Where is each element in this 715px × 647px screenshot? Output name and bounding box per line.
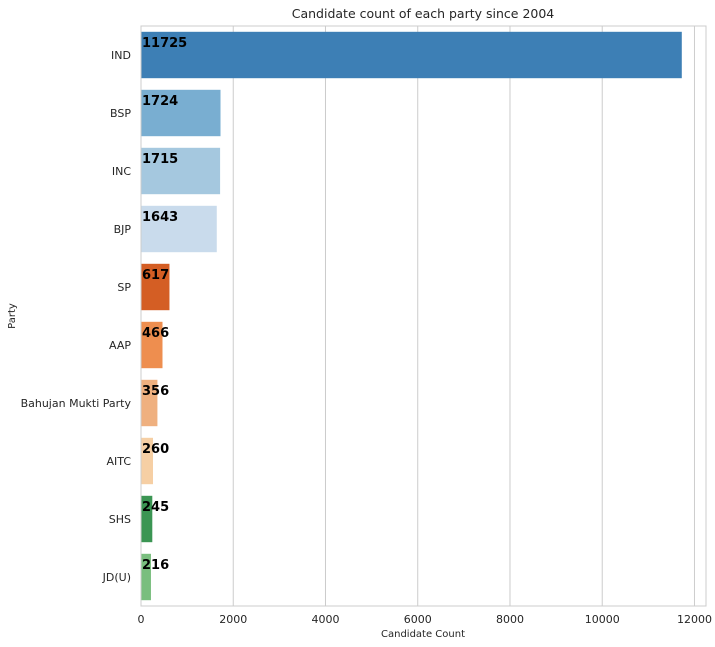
y-tick-label: Bahujan Mukti Party (21, 397, 132, 410)
bar (141, 263, 170, 311)
bar (141, 205, 217, 253)
data-label: 260 (142, 442, 169, 457)
y-tick-label: BJP (114, 223, 132, 236)
bar (141, 321, 163, 369)
chart-title: Candidate count of each party since 2004 (292, 6, 555, 21)
y-tick-label: JD(U) (102, 571, 131, 584)
x-axis-label: Candidate Count (381, 629, 465, 640)
x-tick-label: 4000 (311, 613, 339, 626)
bar (141, 147, 221, 195)
x-tick-label: 0 (138, 613, 145, 626)
bar (141, 437, 153, 485)
bar (141, 89, 221, 137)
x-tick-label: 10000 (585, 613, 620, 626)
data-label: 1715 (142, 152, 178, 167)
y-tick-label: BSP (110, 107, 131, 120)
y-axis-label: Party (7, 303, 18, 329)
y-tick-label: AAP (109, 339, 131, 352)
plot-frame (140, 25, 707, 607)
x-tick-label: 6000 (404, 613, 432, 626)
bar (141, 553, 151, 601)
data-label: 216 (142, 558, 169, 573)
bar (141, 379, 158, 427)
x-tick-labels: 0 2000 4000 6000 8000 10000 12000 (138, 613, 712, 626)
bars (141, 31, 682, 601)
data-label: 617 (142, 268, 169, 283)
x-tick-label: 8000 (496, 613, 524, 626)
y-tick-label: INC (112, 165, 131, 178)
data-label: 1643 (142, 210, 178, 225)
bar (141, 31, 682, 79)
y-tick-labels: IND BSP INC BJP SP AAP Bahujan Mukti Party AITC… (21, 49, 132, 584)
x-tick-label: 2000 (219, 613, 247, 626)
data-label: 245 (142, 500, 169, 515)
x-tick-label: 12000 (677, 613, 712, 626)
data-label: 1724 (142, 94, 178, 109)
data-label: 466 (142, 326, 169, 341)
data-labels: 11725 1724 1715 1643 617 466 356 260 245 216 (142, 36, 187, 573)
y-tick-label: IND (111, 49, 131, 62)
y-tick-label: AITC (106, 455, 131, 468)
grid-lines (140, 26, 695, 606)
bar (141, 495, 153, 543)
y-tick-label: SP (117, 281, 131, 294)
data-label: 11725 (142, 36, 187, 51)
data-label: 356 (142, 384, 169, 399)
y-tick-label: SHS (109, 513, 131, 526)
